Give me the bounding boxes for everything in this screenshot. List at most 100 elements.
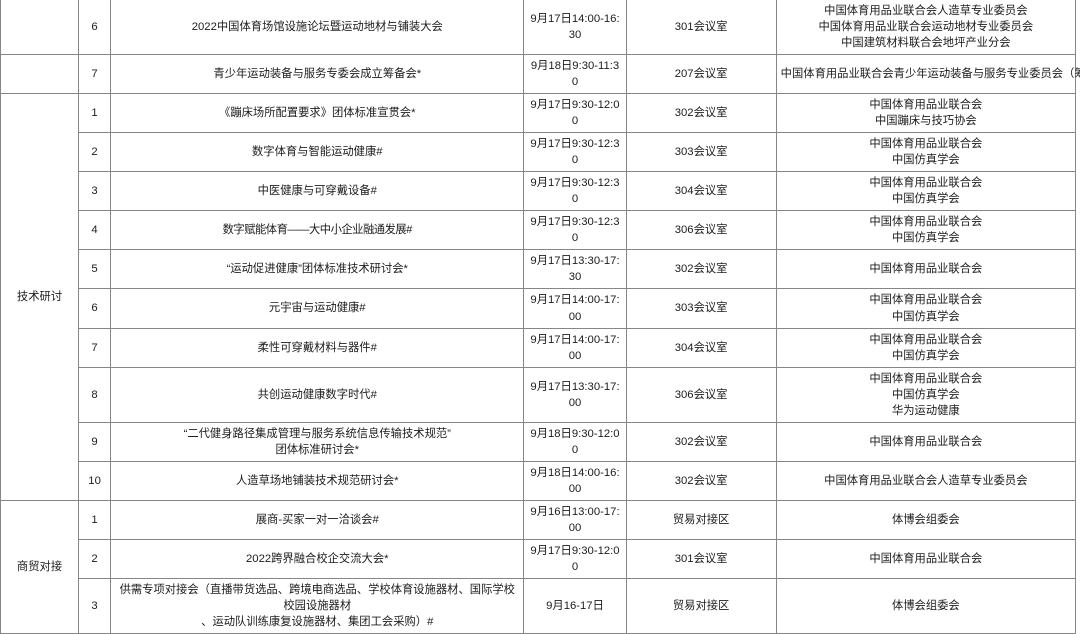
cell-datetime: 9月17日13:30-17:00 [523, 366, 627, 423]
organizer-line: 中国体育用品业联合会青少年运动装备与服务专业委员会（筹） [780, 68, 1080, 81]
organizer-line: 中国仿真学会 [891, 349, 960, 362]
cell-no: 9 [78, 421, 112, 462]
cell-datetime: 9月18日9:30-12:00 [523, 421, 627, 462]
cell-no: 1 [78, 93, 112, 134]
cell-datetime: 9月17日9:30-12:00 [523, 93, 627, 134]
organizer-line: 中国仿真学会 [891, 310, 960, 323]
table-row: 2 数字体育与智能运动健康# 9月17日9:30-12:30 303会议室 中国… [1, 132, 1077, 173]
cell-datetime: 9月17日14:00-16:30 [523, 0, 627, 56]
cell-organizers: 中国体育用品业联合会 中国仿真学会 [775, 210, 1077, 251]
cell-organizers: 中国体育用品业联合会 中国蹦床与技巧协会 [775, 93, 1077, 134]
organizer-line: 中国体育用品业联合会 [869, 552, 983, 565]
cell-venue: 302会议室 [625, 460, 777, 501]
cell-datetime: 9月17日9:30-12:00 [523, 538, 627, 579]
cell-datetime: 9月18日9:30-11:30 [523, 54, 627, 95]
cell-datetime: 9月17日14:00-17:00 [523, 288, 627, 329]
cell-venue: 303会议室 [625, 288, 777, 329]
cell-datetime: 9月17日13:30-17:30 [523, 249, 627, 290]
cell-organizers: 中国体育用品业联合会人造草专业委员会 [775, 460, 1077, 501]
cell-no: 6 [78, 0, 112, 56]
cell-venue: 301会议室 [625, 0, 777, 56]
cell-title: 青少年运动装备与服务专委会成立筹备会* [110, 54, 525, 95]
cell-venue: 贸易对接区 [625, 577, 777, 634]
cell-title: 柔性可穿戴材料与器件# [110, 327, 525, 368]
organizer-line: 体博会组委会 [891, 513, 960, 526]
cell-organizers: 中国体育用品业联合会青少年运动装备与服务专业委员会（筹） [775, 54, 1080, 95]
organizer-line: 中国体育用品业联合会 [869, 435, 983, 448]
cell-organizers: 中国体育用品业联合会 中国仿真学会 [775, 327, 1077, 368]
cell-title: 数字体育与智能运动健康# [110, 132, 525, 173]
cell-title: 元宇宙与运动健康# [110, 288, 525, 329]
cell-organizers: 中国体育用品业联合会 中国仿真学会 [775, 132, 1077, 173]
organizer-line: 中国仿真学会 [891, 154, 960, 167]
cell-no: 7 [78, 54, 112, 95]
organizer-line: 中国仿真学会 [891, 193, 960, 206]
cell-venue: 207会议室 [625, 54, 777, 95]
organizer-line: 中国体育用品业联合会 [869, 372, 983, 385]
organizer-line: 中国仿真学会 [891, 232, 960, 245]
cell-organizers: 体博会组委会 [775, 577, 1077, 634]
cell-datetime: 9月17日9:30-12:30 [523, 171, 627, 212]
organizer-line: 中国体育用品业联合会运动地材专业委员会 [818, 21, 1034, 34]
cell-datetime: 9月18日14:00-16:00 [523, 460, 627, 501]
organizer-line: 体博会组委会 [891, 599, 960, 612]
organizer-line: 华为运动健康 [891, 404, 960, 417]
cell-no: 6 [78, 288, 112, 329]
cell-no: 5 [78, 249, 112, 290]
title-line: 供需专项对接会（直播带货选品、跨境电商选品、学校体育设施器材、国际学校校园设施器… [119, 583, 515, 612]
cell-datetime: 9月16日13:00-17:00 [523, 499, 627, 540]
table-row: 6 2022中国体育场馆设施论坛暨运动地材与铺装大会 9月17日14:00-16… [1, 0, 1077, 56]
cell-venue: 301会议室 [625, 538, 777, 579]
table-row: 10 人造草场地铺装技术规范研讨会* 9月18日14:00-16:00 302会… [1, 460, 1077, 501]
cell-organizers: 体博会组委会 [775, 499, 1077, 540]
cell-datetime: 9月17日9:30-12:30 [523, 210, 627, 251]
cell-datetime: 9月16-17日 [523, 577, 627, 634]
cell-title: 2022中国体育场馆设施论坛暨运动地材与铺装大会 [110, 0, 525, 56]
title-line: “二代健身路径集成管理与服务系统信息传输技术规范” [183, 427, 451, 440]
table-row: 7 青少年运动装备与服务专委会成立筹备会* 9月18日9:30-11:30 20… [0, 54, 1080, 95]
cell-title: 《蹦床场所配置要求》团体标准宣贯会* [110, 93, 525, 134]
table-row: 6 元宇宙与运动健康# 9月17日14:00-17:00 303会议室 中国体育… [1, 288, 1077, 329]
cell-title: 2022跨界融合校企交流大会* [110, 538, 525, 579]
table-row: 5 “运动促进健康”团体标准技术研讨会* 9月17日13:30-17:30 30… [1, 249, 1077, 290]
cell-no: 10 [78, 460, 112, 501]
table-row: 9 “二代健身路径集成管理与服务系统信息传输技术规范” 团体标准研讨会* 9月1… [1, 421, 1077, 462]
organizer-line: 中国体育用品业联合会 [869, 294, 983, 307]
table-row: 7 柔性可穿戴材料与器件# 9月17日14:00-17:00 304会议室 中国… [1, 327, 1077, 368]
cell-no: 2 [78, 538, 112, 579]
cell-title: 共创运动健康数字时代# [110, 366, 525, 423]
cell-organizers: 中国体育用品业联合会 [775, 538, 1077, 579]
cell-title: “运动促进健康”团体标准技术研讨会* [110, 249, 525, 290]
table-row: 技术研讨 1 《蹦床场所配置要求》团体标准宣贯会* 9月17日9:30-12:0… [0, 93, 1077, 501]
cell-category-tech: 技术研讨 [0, 93, 80, 501]
table-row: 商贸对接 1 展商-买家一对一洽谈会# 9月16日13:00-17:00 贸易对… [0, 499, 1077, 634]
cell-no: 3 [78, 171, 112, 212]
title-line: 、运动队训练康复设施器材、集团工会采购）# [201, 616, 434, 628]
organizer-line: 中国体育用品业联合会人造草专业委员会 [824, 5, 1028, 17]
organizer-line: 中国仿真学会 [891, 388, 960, 401]
organizer-line: 中国体育用品业联合会 [869, 99, 983, 112]
organizer-line: 中国建筑材料联合会地坪产业分会 [841, 37, 1011, 50]
table-row: 2 2022跨界融合校企交流大会* 9月17日9:30-12:00 301会议室… [1, 538, 1077, 579]
title-line: 团体标准研讨会* [275, 443, 359, 456]
cell-title: 供需专项对接会（直播带货选品、跨境电商选品、学校体育设施器材、国际学校校园设施器… [110, 577, 525, 634]
cell-datetime: 9月17日9:30-12:30 [523, 132, 627, 173]
table-row: 3 中医健康与可穿戴设备# 9月17日9:30-12:30 304会议室 中国体… [1, 171, 1077, 212]
organizer-line: 中国体育用品业联合会 [869, 138, 983, 151]
organizer-line: 中国蹦床与技巧协会 [874, 115, 977, 128]
cell-no: 3 [78, 577, 112, 634]
cell-organizers: 中国体育用品业联合会 [775, 249, 1077, 290]
cell-venue: 304会议室 [625, 327, 777, 368]
table-row: 8 共创运动健康数字时代# 9月17日13:30-17:00 306会议室 中国… [1, 366, 1077, 423]
cell-venue: 302会议室 [625, 93, 777, 134]
cell-no: 8 [78, 366, 112, 423]
cell-venue: 306会议室 [625, 210, 777, 251]
table-row: 3 供需专项对接会（直播带货选品、跨境电商选品、学校体育设施器材、国际学校校园设… [1, 577, 1077, 634]
cell-no: 1 [78, 499, 112, 540]
cell-title: “二代健身路径集成管理与服务系统信息传输技术规范” 团体标准研讨会* [110, 421, 525, 462]
organizer-line: 中国体育用品业联合会 [869, 177, 983, 190]
cell-organizers: 中国体育用品业联合会 [775, 421, 1077, 462]
cell-title: 中医健康与可穿戴设备# [110, 171, 525, 212]
cell-venue: 306会议室 [625, 366, 777, 423]
cell-no: 2 [78, 132, 112, 173]
